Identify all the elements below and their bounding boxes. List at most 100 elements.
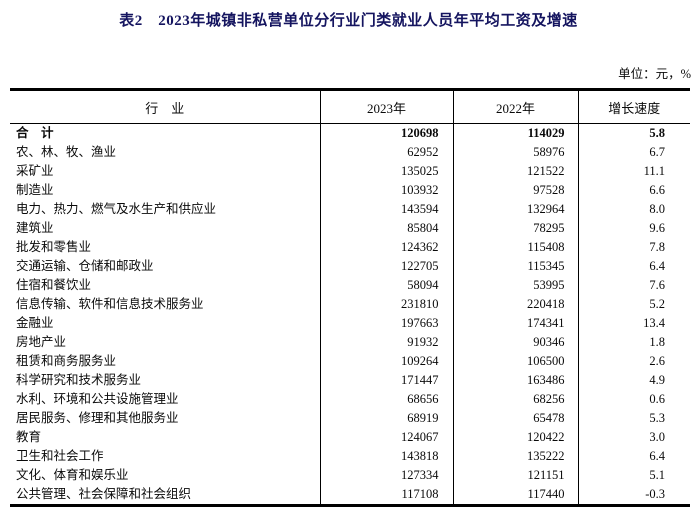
table-row: 采矿业 135025 121522 11.1 <box>10 162 690 181</box>
cell-industry: 租赁和商务服务业 <box>16 354 117 368</box>
cell-growth: 5.2 <box>577 295 690 314</box>
cell-y2023: 124067 <box>319 428 453 447</box>
cell-y2022: 115408 <box>452 238 578 257</box>
cell-y2022: 135222 <box>452 447 578 466</box>
table-row: 电力、热力、燃气及水生产和供应业 143594 132964 8.0 <box>10 200 690 219</box>
table-header-row: 行 业 2023年 2022年 增长速度 <box>10 89 690 124</box>
cell-growth: 7.6 <box>577 276 690 295</box>
col-header-industry: 行 业 <box>10 89 320 124</box>
cell-y2023: 122705 <box>319 257 453 276</box>
table-row: 合 计 120698 114029 5.8 <box>10 123 690 143</box>
cell-growth: 5.1 <box>577 466 690 485</box>
cell-y2023: 58094 <box>319 276 453 295</box>
cell-industry: 教育 <box>16 430 42 444</box>
table-row: 水利、环境和公共设施管理业 68656 68256 0.6 <box>10 390 690 409</box>
cell-y2022: 78295 <box>452 219 578 238</box>
cell-growth: 6.4 <box>577 447 690 466</box>
cell-industry: 建筑业 <box>16 221 54 235</box>
cell-growth: 6.7 <box>577 143 690 162</box>
cell-growth: 0.6 <box>577 390 690 409</box>
wage-table: 行 业 2023年 2022年 增长速度 合 计 120698 114029 5.8 农… <box>10 88 690 507</box>
cell-industry: 交通运输、仓储和邮政业 <box>16 259 154 273</box>
cell-industry: 金融业 <box>16 316 54 330</box>
cell-y2023: 117108 <box>319 485 453 506</box>
cell-y2023: 143594 <box>319 200 453 219</box>
cell-y2023: 127334 <box>319 466 453 485</box>
page-title: 表2 2023年城镇非私营单位分行业门类就业人员年平均工资及增速 <box>119 13 578 29</box>
cell-y2022: 65478 <box>452 409 578 428</box>
cell-y2023: 68656 <box>319 390 453 409</box>
col-header-growth: 增长速度 <box>577 89 690 124</box>
cell-y2022: 121151 <box>452 466 578 485</box>
table-row: 房地产业 91932 90346 1.8 <box>10 333 690 352</box>
cell-industry: 农、林、牧、渔业 <box>16 145 117 159</box>
col-header-2023: 2023年 <box>319 89 453 124</box>
cell-y2023: 68919 <box>319 409 453 428</box>
cell-industry: 居民服务、修理和其他服务业 <box>16 411 179 425</box>
cell-y2022: 53995 <box>452 276 578 295</box>
cell-y2022: 115345 <box>452 257 578 276</box>
cell-y2023: 124362 <box>319 238 453 257</box>
cell-industry: 公共管理、社会保障和社会组织 <box>16 487 192 501</box>
cell-industry: 水利、环境和公共设施管理业 <box>16 392 179 406</box>
cell-y2022: 174341 <box>452 314 578 333</box>
table-row: 交通运输、仓储和邮政业 122705 115345 6.4 <box>10 257 690 276</box>
table-row: 科学研究和技术服务业 171447 163486 4.9 <box>10 371 690 390</box>
cell-y2022: 114029 <box>452 123 578 143</box>
cell-y2023: 62952 <box>319 143 453 162</box>
cell-y2023: 91932 <box>319 333 453 352</box>
cell-y2023: 103932 <box>319 181 453 200</box>
cell-y2022: 117440 <box>452 485 578 506</box>
col-header-2022: 2022年 <box>452 89 578 124</box>
cell-industry: 房地产业 <box>16 335 67 349</box>
cell-industry: 卫生和社会工作 <box>16 449 104 463</box>
cell-y2023: 171447 <box>319 371 453 390</box>
table-row: 卫生和社会工作 143818 135222 6.4 <box>10 447 690 466</box>
cell-growth: 11.1 <box>577 162 690 181</box>
cell-growth: 9.6 <box>577 219 690 238</box>
table-row: 文化、体育和娱乐业 127334 121151 5.1 <box>10 466 690 485</box>
cell-y2023: 120698 <box>319 123 453 143</box>
cell-industry: 采矿业 <box>16 164 54 178</box>
cell-y2022: 120422 <box>452 428 578 447</box>
cell-growth: 5.3 <box>577 409 690 428</box>
cell-industry: 信息传输、软件和信息技术服务业 <box>16 297 204 311</box>
cell-y2022: 121522 <box>452 162 578 181</box>
cell-growth: 1.8 <box>577 333 690 352</box>
cell-industry: 住宿和餐饮业 <box>16 278 92 292</box>
table-row: 金融业 197663 174341 13.4 <box>10 314 690 333</box>
cell-growth: 4.9 <box>577 371 690 390</box>
cell-growth: -0.3 <box>577 485 690 506</box>
table-row: 批发和零售业 124362 115408 7.8 <box>10 238 690 257</box>
cell-industry: 批发和零售业 <box>16 240 92 254</box>
cell-y2022: 132964 <box>452 200 578 219</box>
cell-growth: 3.0 <box>577 428 690 447</box>
cell-growth: 5.8 <box>577 123 690 143</box>
table-row: 居民服务、修理和其他服务业 68919 65478 5.3 <box>10 409 690 428</box>
cell-y2022: 97528 <box>452 181 578 200</box>
cell-y2023: 197663 <box>319 314 453 333</box>
cell-y2023: 109264 <box>319 352 453 371</box>
cell-y2023: 85804 <box>319 219 453 238</box>
cell-y2023: 231810 <box>319 295 453 314</box>
cell-growth: 7.8 <box>577 238 690 257</box>
table-row: 教育 124067 120422 3.0 <box>10 428 690 447</box>
cell-y2023: 143818 <box>319 447 453 466</box>
table-row: 公共管理、社会保障和社会组织 117108 117440 -0.3 <box>10 485 690 506</box>
table-row: 住宿和餐饮业 58094 53995 7.6 <box>10 276 690 295</box>
cell-y2022: 220418 <box>452 295 578 314</box>
cell-growth: 8.0 <box>577 200 690 219</box>
cell-industry: 电力、热力、燃气及水生产和供应业 <box>16 202 217 216</box>
cell-industry: 制造业 <box>16 183 54 197</box>
cell-growth: 13.4 <box>577 314 690 333</box>
table-row: 农、林、牧、渔业 62952 58976 6.7 <box>10 143 690 162</box>
cell-y2022: 163486 <box>452 371 578 390</box>
cell-industry: 科学研究和技术服务业 <box>16 373 142 387</box>
cell-industry: 文化、体育和娱乐业 <box>16 468 129 482</box>
table-body: 合 计 120698 114029 5.8 农、林、牧、渔业 62952 58976 6.7 采… <box>10 123 690 506</box>
cell-y2022: 58976 <box>452 143 578 162</box>
cell-y2022: 106500 <box>452 352 578 371</box>
cell-growth: 6.6 <box>577 181 690 200</box>
cell-growth: 2.6 <box>577 352 690 371</box>
cell-y2022: 90346 <box>452 333 578 352</box>
